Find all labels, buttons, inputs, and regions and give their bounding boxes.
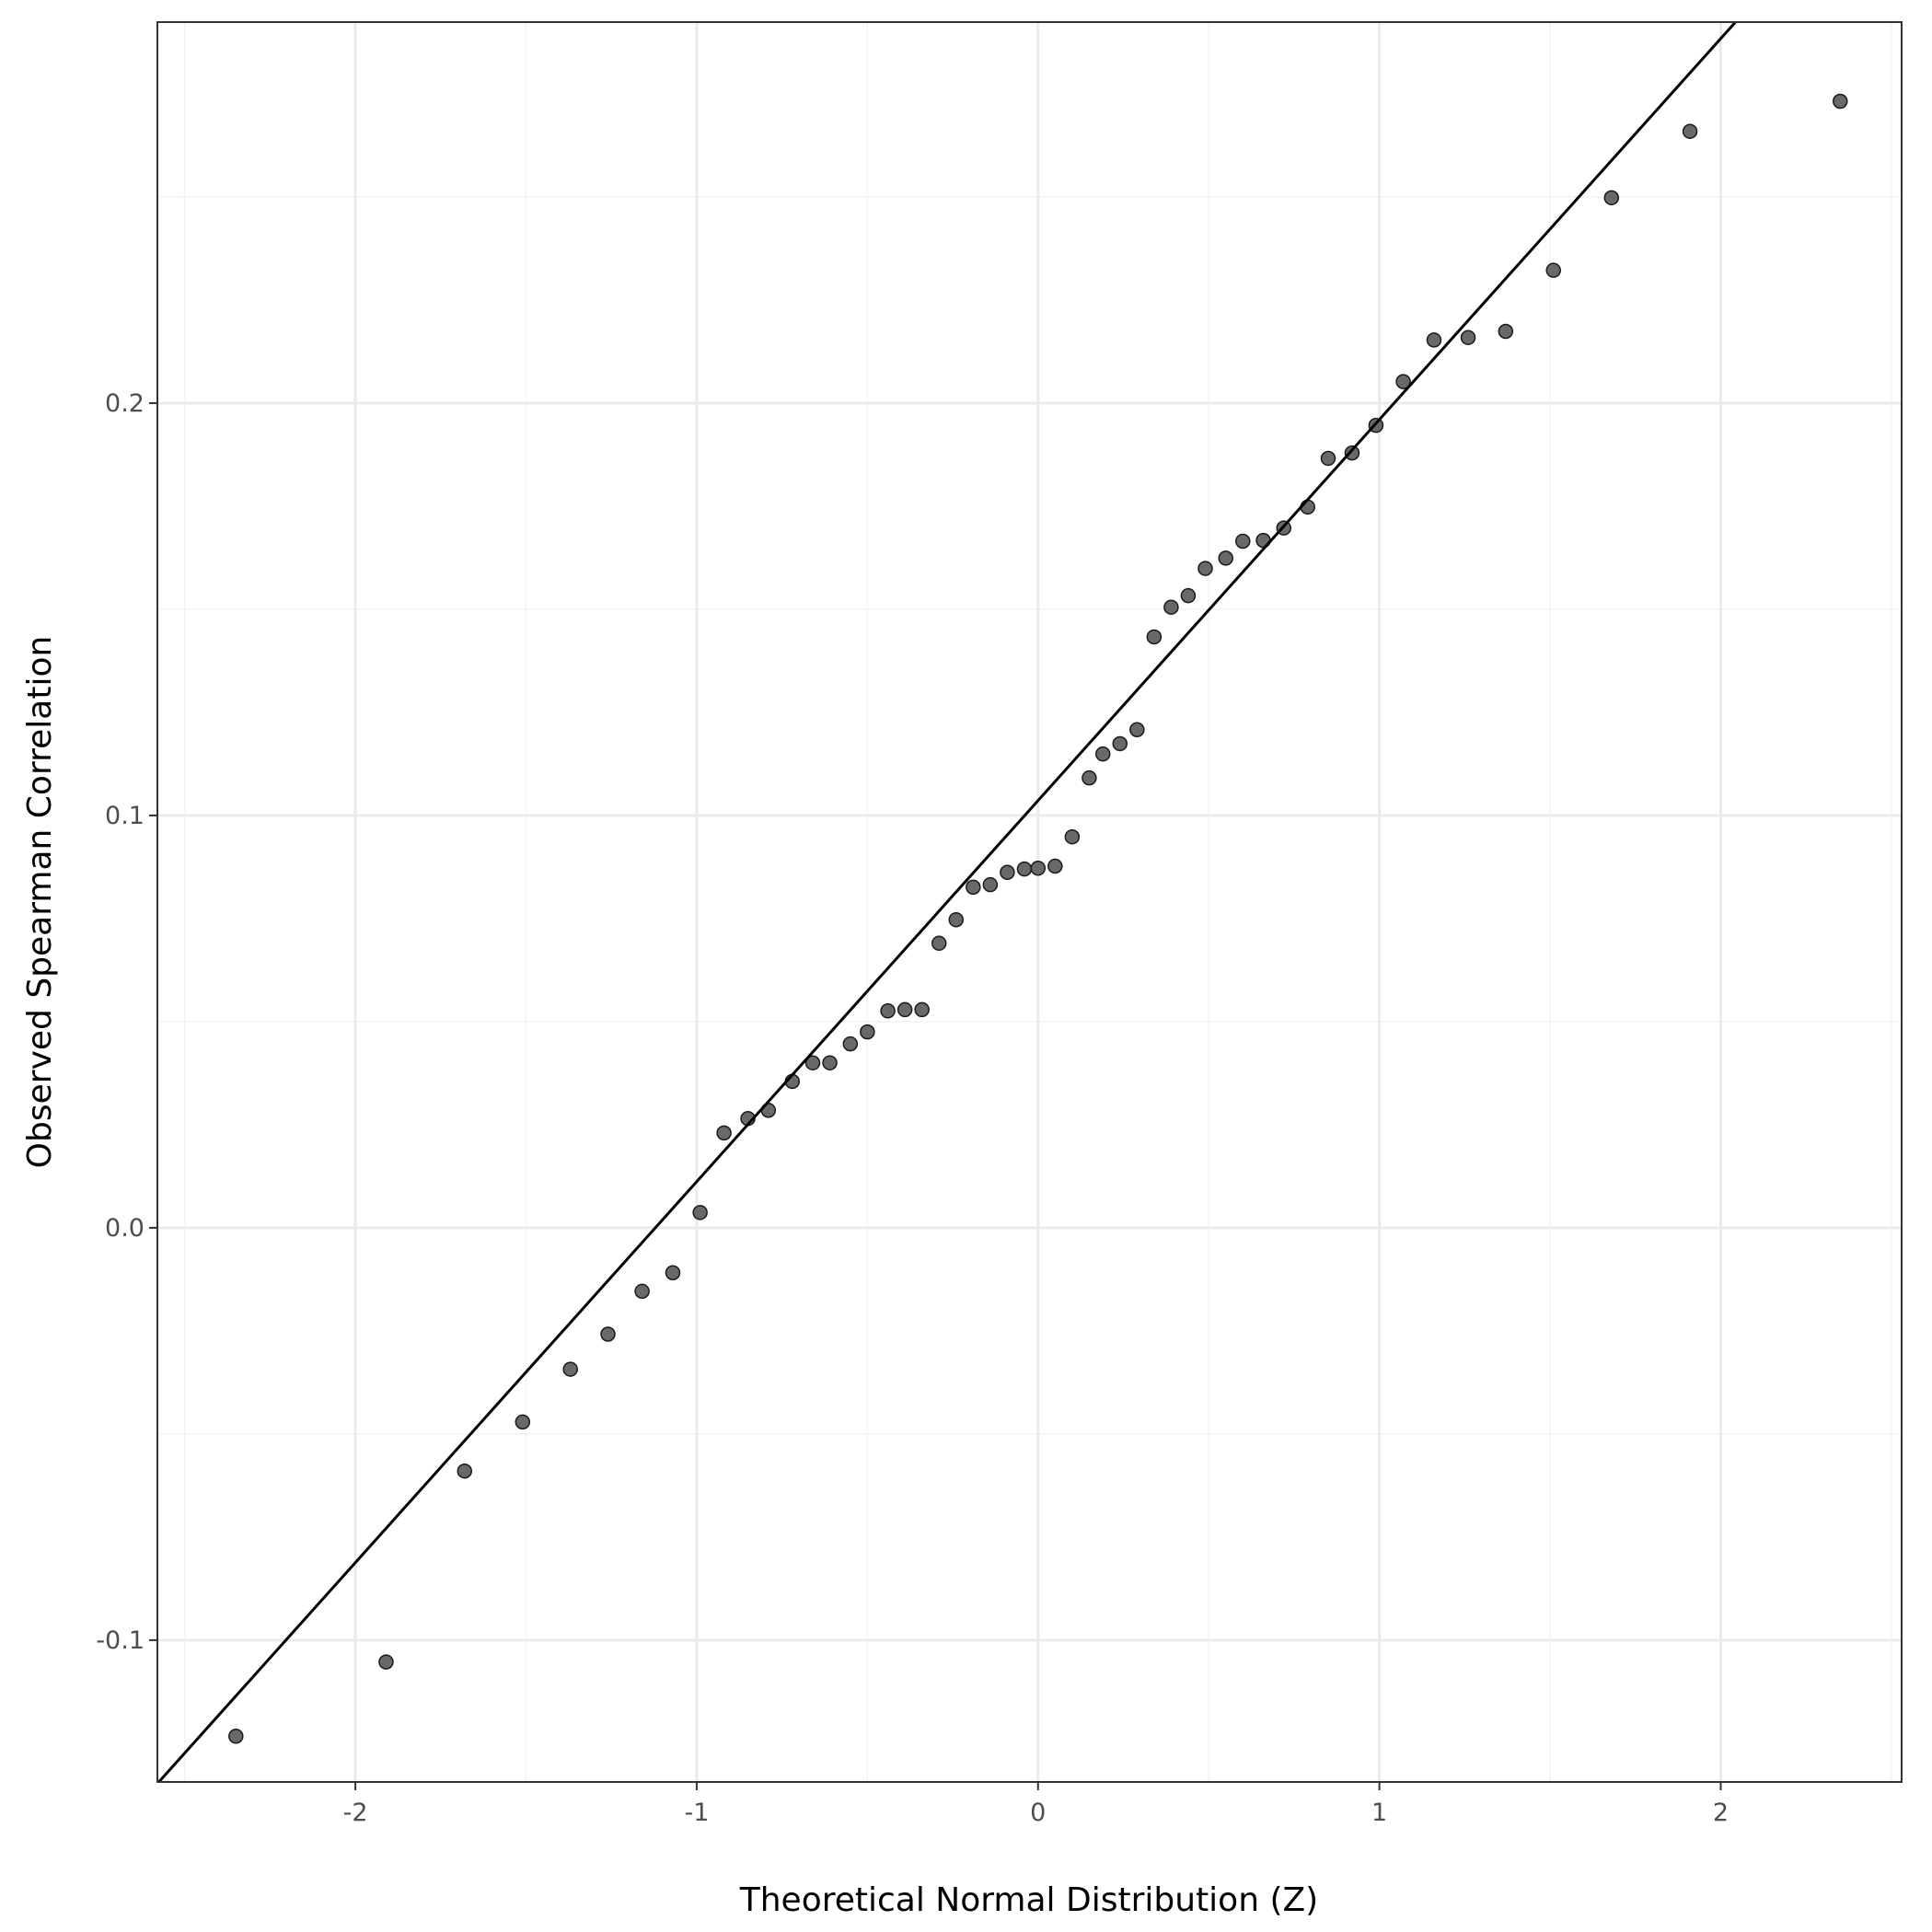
data-point — [665, 1265, 681, 1280]
data-point — [228, 1729, 244, 1744]
data-point — [1030, 861, 1047, 876]
x-tick-label: -2 — [343, 1799, 368, 1827]
y-tick-label: 0.0 — [105, 1214, 145, 1243]
data-point — [1460, 330, 1476, 345]
data-point — [1395, 374, 1411, 389]
data-point — [842, 1035, 859, 1052]
data-point — [457, 1463, 473, 1479]
data-point — [378, 1654, 394, 1670]
data-point — [1426, 332, 1442, 348]
data-point — [914, 1001, 930, 1018]
plot-panel — [156, 20, 1903, 1784]
data-point — [1082, 769, 1097, 786]
panel-fill — [157, 22, 1902, 1782]
data-point — [1000, 864, 1015, 880]
data-point — [692, 1205, 708, 1221]
data-points — [228, 93, 1848, 1744]
data-point — [897, 1001, 913, 1018]
x-tick-label: 1 — [1371, 1799, 1387, 1827]
x-tick-label: 0 — [1030, 1799, 1046, 1827]
data-point — [1197, 561, 1213, 576]
y-tick-label: 0.2 — [105, 389, 145, 418]
data-point — [822, 1055, 838, 1070]
data-point — [948, 912, 965, 928]
data-point — [1163, 599, 1179, 615]
data-point — [1146, 629, 1163, 645]
x-tick-label: -1 — [684, 1799, 709, 1827]
y-tick-label: 0.1 — [105, 802, 145, 830]
data-point — [716, 1125, 732, 1141]
data-point — [1112, 735, 1128, 752]
data-point — [966, 879, 981, 896]
data-point — [1129, 722, 1145, 737]
data-point — [931, 935, 947, 952]
data-point — [1180, 587, 1197, 604]
data-point — [634, 1283, 650, 1300]
data-point — [600, 1326, 616, 1342]
reference-line — [157, 20, 1737, 1784]
data-point — [880, 1003, 896, 1019]
data-point — [1498, 323, 1514, 340]
x-tick-label: 2 — [1713, 1799, 1729, 1827]
panel-border — [156, 21, 1903, 1783]
x-axis-title: Theoretical Normal Distribution (Z) — [739, 1881, 1318, 1919]
data-point — [804, 1055, 821, 1070]
data-point — [1235, 533, 1251, 550]
data-point — [1832, 93, 1848, 110]
major-gridlines — [157, 22, 1902, 1782]
data-point — [1344, 445, 1360, 461]
data-point — [1016, 861, 1033, 877]
data-point — [860, 1024, 875, 1040]
data-point — [1047, 858, 1063, 874]
data-point — [515, 1414, 531, 1430]
data-point — [982, 876, 999, 893]
data-point — [1064, 828, 1081, 845]
data-point — [1218, 550, 1233, 566]
x-axis: -2 -1 0 1 2 — [343, 1782, 1729, 1827]
reference-line-group — [157, 20, 1737, 1784]
data-point — [1603, 190, 1620, 206]
y-axis-title: Observed Spearman Correlation — [21, 636, 59, 1169]
data-point — [1545, 262, 1561, 278]
data-point — [1682, 123, 1698, 139]
y-tick-label: -0.1 — [96, 1626, 145, 1655]
y-axis: -0.1 0.0 0.1 0.2 — [96, 389, 157, 1655]
data-point — [562, 1361, 578, 1377]
data-point — [1094, 746, 1111, 762]
data-point — [1320, 450, 1336, 467]
